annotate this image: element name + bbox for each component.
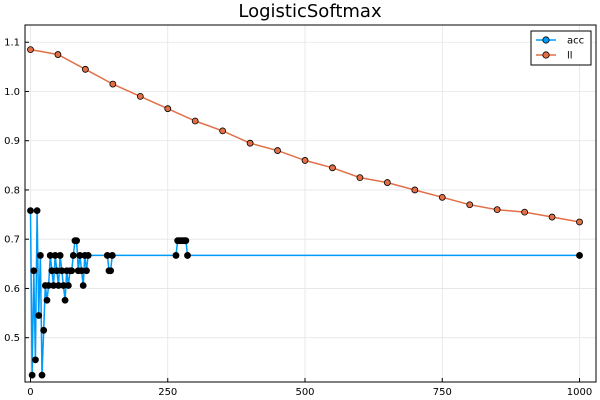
data-point-acc [36,252,44,259]
legend-label-acc: acc [567,36,584,47]
data-point-ll [548,213,556,221]
data-point-acc [43,296,51,304]
data-point-acc [69,252,77,259]
data-point-ll [493,206,501,214]
data-point-ll [329,164,336,172]
data-point-acc [576,252,583,259]
data-point-ll [54,51,62,58]
data-point-acc [40,326,48,334]
x-ticks: 0 250 500 750 1000 [27,378,592,398]
data-point-ll [274,147,281,154]
data-point-acc [30,267,38,275]
x-tick-label: 750 [433,387,452,398]
data-point-ll [246,139,254,147]
legend-marker-ll [542,51,550,59]
data-point-acc [33,207,41,215]
y-tick-label: 1.1 [4,38,20,49]
series-ll [27,46,583,226]
data-point-ll [164,105,172,113]
data-point-acc [182,237,190,245]
data-point-acc [28,371,36,379]
legend-label-ll: ll [567,51,573,62]
data-point-ll [521,208,529,216]
x-tick-label: 0 [27,387,33,398]
data-point-acc [184,252,191,259]
data-point-ll [356,174,364,182]
legend-marker-acc [542,36,550,44]
y-tick-label: 1.0 [4,87,20,98]
legend-box [530,30,592,66]
data-point-ll [81,65,89,73]
data-point-ll [191,117,199,125]
grid [25,25,596,382]
data-point-acc [68,267,76,275]
data-point-ll [576,218,583,226]
data-point-acc [84,252,92,259]
data-point-acc [83,267,90,275]
x-tick-label: 500 [295,387,314,398]
plot-frame [24,24,597,383]
data-point-acc [56,252,64,259]
data-point-ll [411,186,419,194]
x-tick-label: 250 [158,387,177,398]
data-point-ll [27,46,34,54]
legend: acc ll [530,30,592,66]
y-tick-label: 0.7 [4,235,20,246]
y-tick-label: 0.9 [4,136,20,147]
data-point-acc [61,296,69,304]
data-point-acc [64,282,72,289]
data-point-ll [438,193,446,201]
data-point-ll [466,201,474,209]
data-point-acc [35,312,43,319]
data-point-acc [79,282,87,289]
data-point-acc [107,267,115,275]
y-tick-label: 0.8 [4,185,20,196]
data-point-acc [108,252,116,259]
data-point-acc [38,371,46,379]
x-tick-label: 1000 [567,387,592,398]
data-point-acc [172,252,180,259]
y-ticks: 0.5 0.6 0.7 0.8 0.9 1.0 1.1 [4,38,29,344]
data-point-acc [32,356,39,364]
data-point-ll [219,127,227,135]
y-tick-label: 0.5 [4,333,20,344]
series-acc [27,207,583,379]
chart-title: LogisticSoftmax [238,1,382,22]
y-tick-label: 0.6 [4,284,20,295]
data-point-acc [27,207,34,215]
series-layer [27,46,583,379]
data-point-acc [73,237,81,245]
data-point-ll [136,93,144,100]
data-point-ll [301,157,309,164]
data-point-ll [109,80,117,88]
data-point-ll [383,179,391,186]
